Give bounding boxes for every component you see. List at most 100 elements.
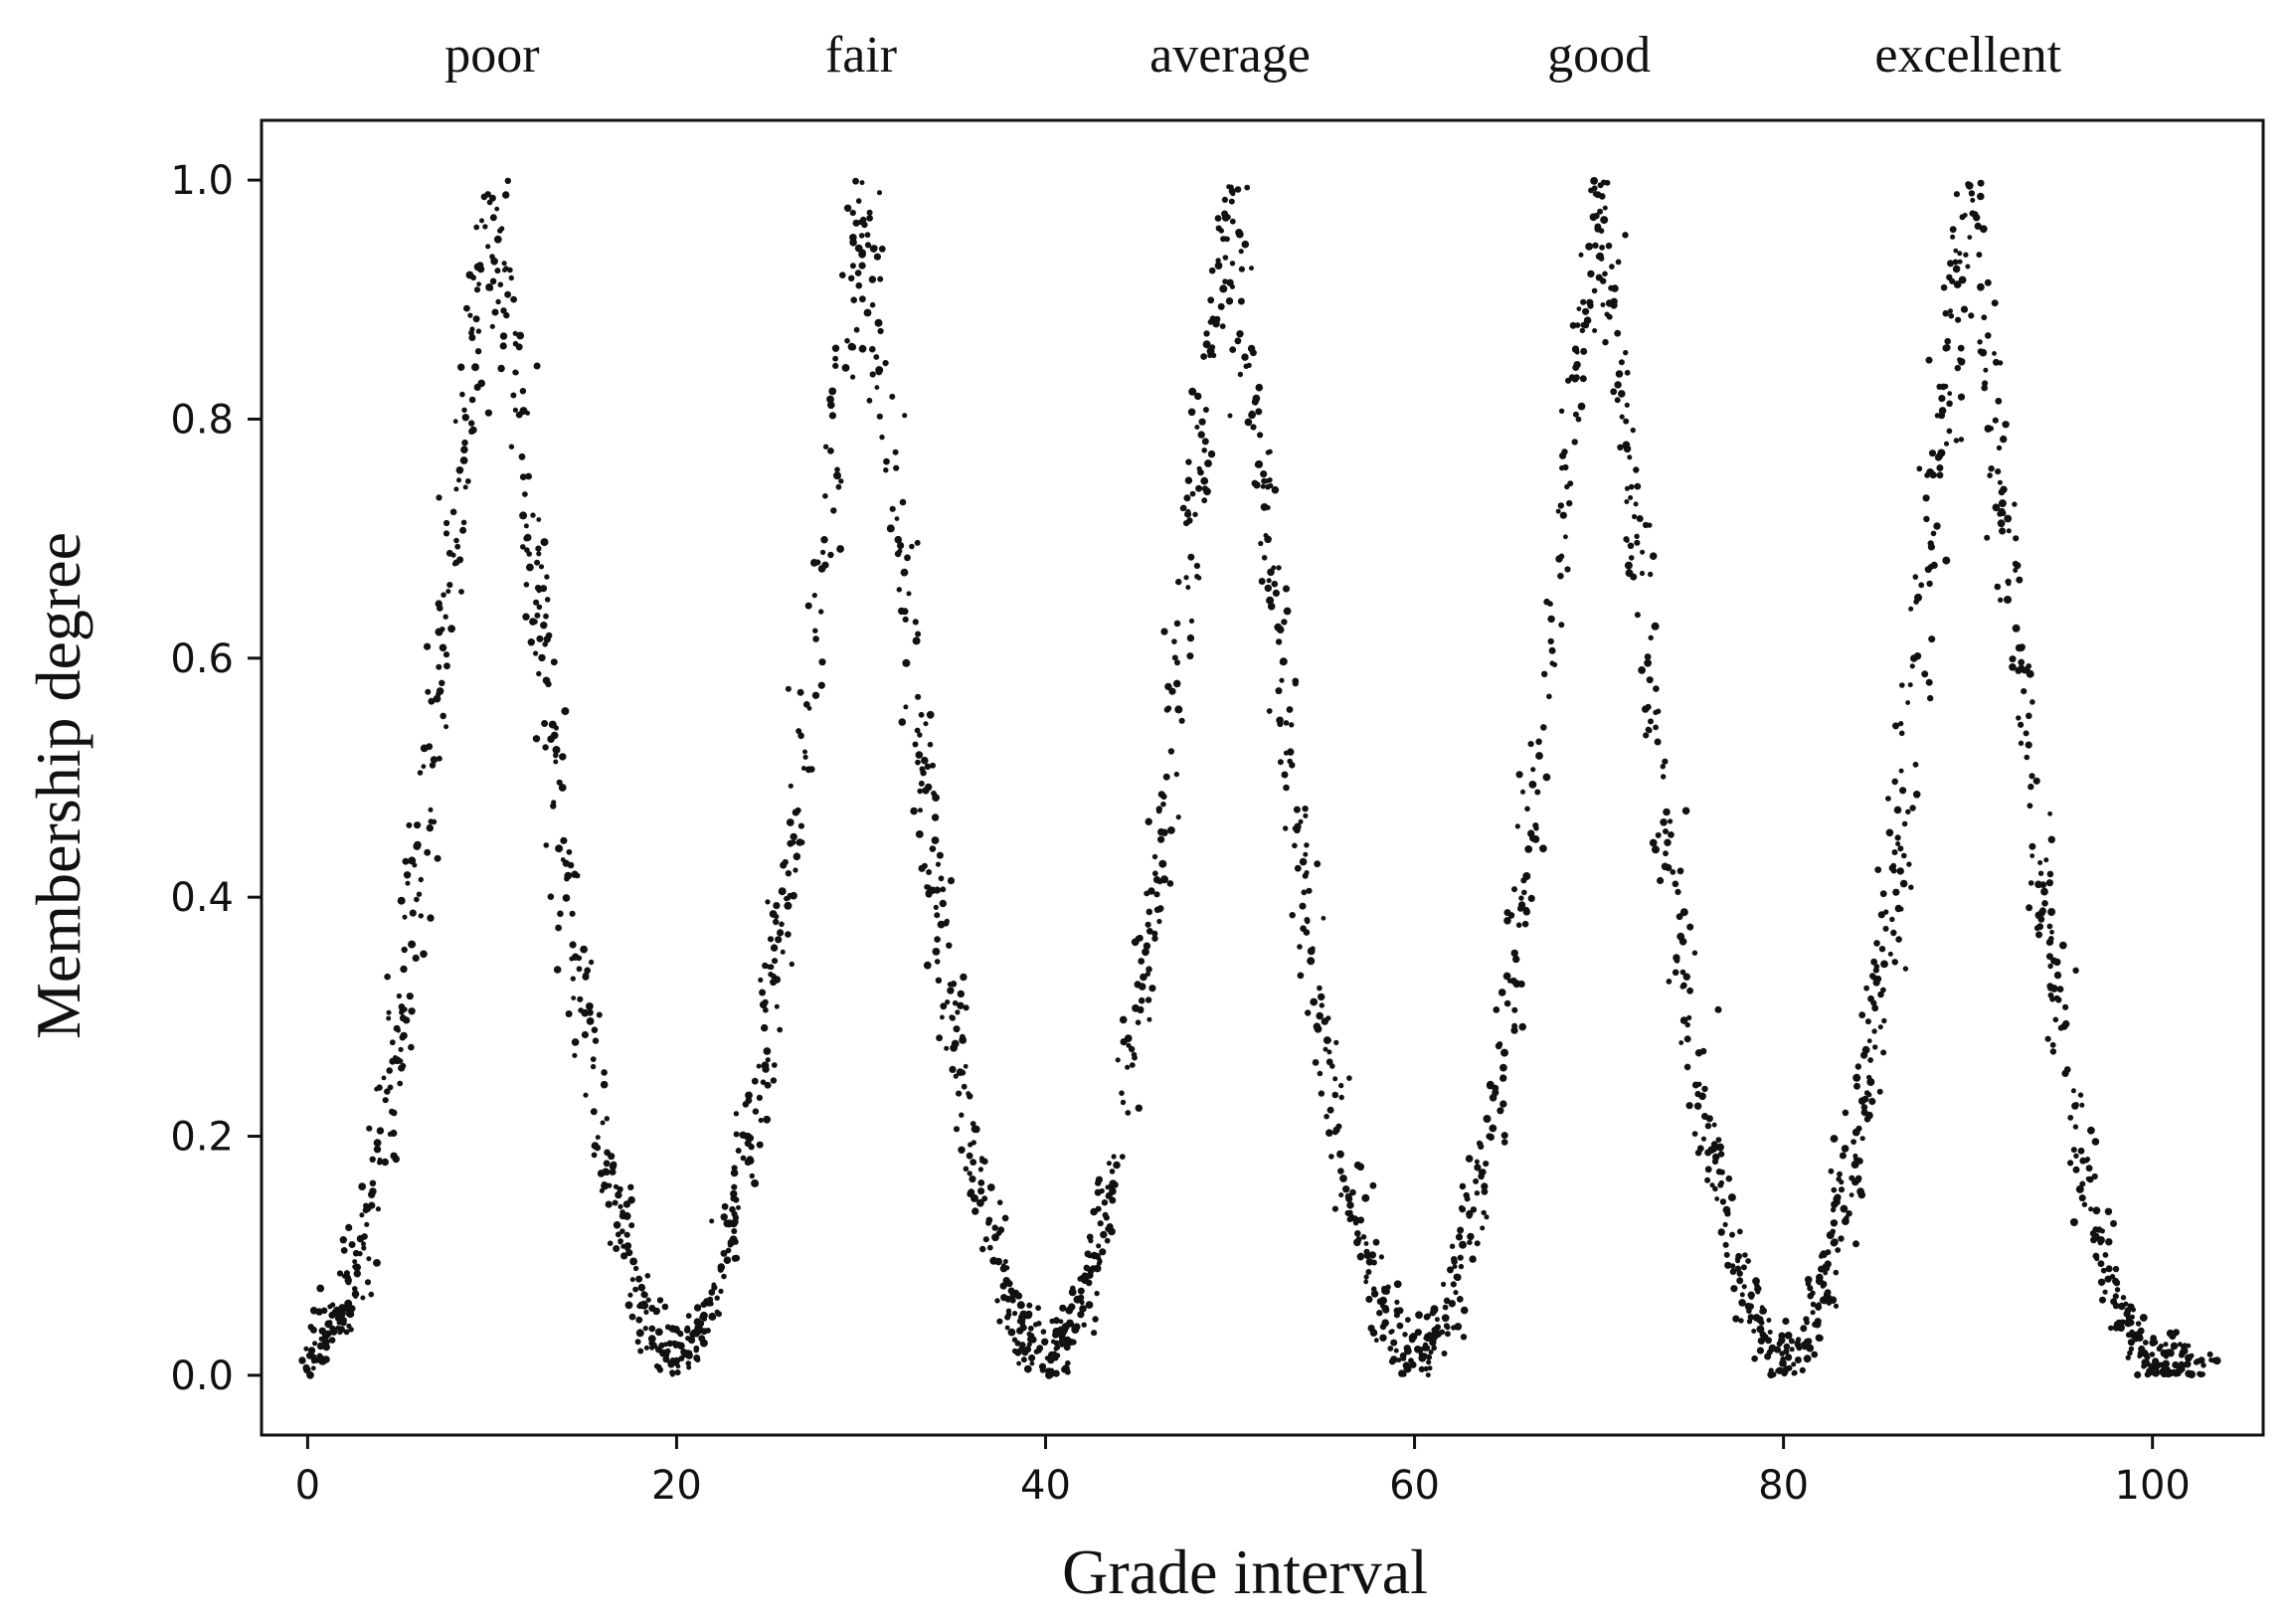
scatter-point [359, 1212, 365, 1218]
scatter-point [1423, 1336, 1429, 1341]
scatter-point [468, 334, 476, 341]
scatter-point [839, 271, 846, 279]
scatter-point [967, 1171, 972, 1176]
scatter-point [316, 1353, 323, 1359]
scatter-point [386, 1009, 392, 1015]
scatter-point [1563, 534, 1568, 540]
scatter-point [1878, 946, 1886, 953]
scatter-point [2123, 1310, 2131, 1318]
scatter-point [1890, 929, 1897, 937]
scatter-point [902, 616, 909, 624]
scatter-point [1336, 1150, 1344, 1159]
scatter-point [1052, 1369, 1060, 1377]
scatter-point [1070, 1285, 1076, 1292]
scatter-point [2137, 1353, 2143, 1359]
scatter-point [1217, 302, 1225, 310]
scatter-point [1167, 748, 1175, 755]
scatter-point [1810, 1290, 1816, 1296]
scatter-point [1460, 1306, 1469, 1315]
scatter-point [1585, 243, 1593, 251]
scatter-point [445, 589, 451, 595]
scatter-point [559, 753, 567, 761]
scatter-point [1664, 838, 1672, 846]
scatter-point [442, 614, 448, 620]
scatter-point [512, 407, 519, 413]
scatter-point [1168, 687, 1176, 695]
scatter-point [485, 283, 493, 291]
scatter-point [1228, 198, 1235, 205]
scatter-point [386, 1015, 392, 1021]
scatter-point [1555, 555, 1563, 563]
scatter-point [2117, 1324, 2125, 1332]
scatter-point [447, 625, 455, 633]
scatter-point [1712, 1185, 1718, 1192]
scatter-point [637, 1283, 646, 1292]
scatter-point [503, 311, 510, 319]
scatter-point [721, 1202, 729, 1210]
scatter-point [556, 779, 563, 786]
scatter-point [1145, 921, 1151, 928]
scatter-point [2105, 1238, 2113, 1246]
scatter-point [873, 253, 882, 261]
scatter-point [2100, 1267, 2107, 1274]
scatter-point [1814, 1318, 1822, 1326]
scatter-point [1561, 449, 1568, 455]
scatter-point [661, 1303, 669, 1311]
scatter-point [2134, 1370, 2142, 1379]
scatter-point [1588, 187, 1594, 194]
scatter-point [339, 1236, 347, 1244]
scatter-point [536, 604, 543, 611]
scatter-point [910, 807, 918, 815]
scatter-point [1306, 887, 1313, 894]
scatter-point [1730, 1285, 1738, 1293]
scatter-point [2170, 1342, 2179, 1351]
scatter-point [900, 568, 909, 577]
scatter-point [348, 1241, 356, 1248]
scatter-point [771, 1062, 778, 1068]
scatter-point [2053, 971, 2062, 980]
scatter-point [328, 1337, 336, 1344]
scatter-point [561, 707, 570, 716]
y-tick-label: 0.6 [170, 636, 234, 682]
scatter-point [764, 1081, 772, 1089]
scatter-point [361, 1245, 367, 1251]
scatter-point [2206, 1351, 2213, 1357]
scatter-point [1261, 555, 1268, 561]
scatter-point [570, 976, 576, 982]
scatter-point [749, 1173, 755, 1179]
scatter-point [1439, 1329, 1446, 1336]
scatter-point [1167, 826, 1175, 834]
scatter-point [1767, 1330, 1773, 1335]
scatter-point [2129, 1329, 2135, 1336]
scatter-point [2047, 835, 2055, 843]
scatter-point [827, 448, 834, 454]
scatter-point [1877, 991, 1884, 998]
scatter-point [1624, 369, 1631, 376]
scatter-point [977, 1187, 985, 1195]
scatter-point [2127, 1339, 2135, 1347]
scatter-point [934, 912, 941, 919]
scatter-point [1861, 1095, 1869, 1103]
scatter-point [442, 530, 450, 537]
scatter-point [894, 516, 900, 521]
scatter-point [1997, 519, 2006, 528]
scatter-point [429, 762, 437, 769]
scatter-point [999, 1282, 1007, 1290]
scatter-point [651, 1342, 657, 1349]
scatter-point [852, 219, 860, 227]
scatter-point [1153, 891, 1160, 898]
scatter-point [1681, 807, 1690, 815]
scatter-point [1957, 393, 1966, 401]
scatter-point [1512, 955, 1520, 964]
scatter-point [1925, 678, 1933, 686]
scatter-point [1503, 909, 1511, 917]
scatter-point [1146, 1016, 1152, 1022]
scatter-point [572, 1052, 578, 1058]
scatter-point [1751, 1354, 1758, 1362]
scatter-point [510, 295, 517, 303]
scatter-point [1729, 1231, 1735, 1238]
scatter-point [1824, 1289, 1832, 1297]
scatter-point [2149, 1352, 2156, 1357]
scatter-point [1833, 1303, 1840, 1309]
scatter-point [2012, 624, 2021, 632]
